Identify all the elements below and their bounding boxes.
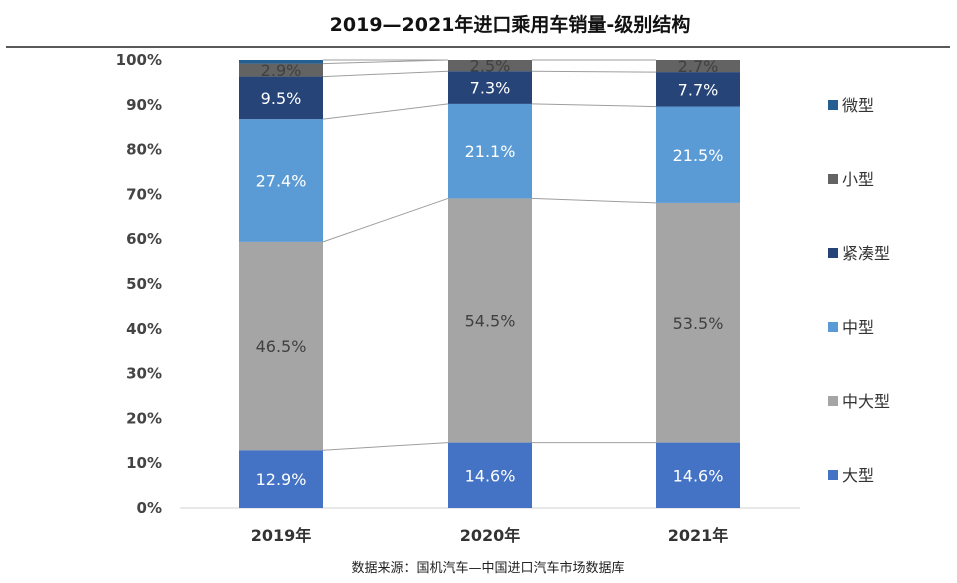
- data-label: 2.9%: [261, 61, 302, 80]
- bar-segment: [448, 103, 532, 199]
- legend-item: 小型: [828, 170, 874, 189]
- data-label: 2.7%: [678, 57, 719, 76]
- x-tick-label: 2021年: [668, 526, 729, 545]
- legend-label: 小型: [842, 170, 874, 189]
- data-label: 7.7%: [678, 80, 719, 99]
- legend-swatch: [828, 248, 838, 258]
- data-label: 21.5%: [673, 146, 724, 165]
- x-tick-label: 2020年: [460, 526, 521, 545]
- bar-segment: [448, 198, 532, 443]
- bar-segment: [239, 76, 323, 120]
- bar-segment: [239, 60, 323, 64]
- legend-label: 紧凑型: [842, 244, 890, 263]
- legend-item: 中型: [828, 318, 874, 337]
- data-label: 53.5%: [673, 314, 724, 333]
- legend-swatch: [828, 470, 838, 480]
- bar-segment: [239, 450, 323, 508]
- data-label: 14.6%: [673, 466, 724, 485]
- bar-segment: [656, 202, 740, 443]
- y-tick-label: 70%: [126, 185, 162, 203]
- data-source: 数据来源：国机汽车—中国进口汽车市场数据库: [351, 560, 624, 576]
- series-line: [531, 70, 657, 73]
- legend-label: 中大型: [842, 392, 890, 411]
- legend-swatch: [828, 322, 838, 332]
- data-label: 2.5%: [470, 57, 511, 76]
- y-tick-label: 0%: [137, 499, 162, 517]
- data-label: 46.5%: [256, 337, 307, 356]
- bar-segment: [239, 241, 323, 451]
- bar-segment: [239, 119, 323, 242]
- bar-segment: [656, 106, 740, 203]
- series-line: [322, 442, 449, 451]
- series-line: [322, 103, 449, 120]
- series-line: [531, 197, 657, 204]
- legend-item: 大型: [828, 466, 874, 485]
- legend-swatch: [828, 396, 838, 406]
- legend-item: 中大型: [828, 392, 890, 411]
- legend-item: 紧凑型: [828, 244, 890, 263]
- y-tick-label: 80%: [126, 141, 162, 159]
- legend-swatch: [828, 100, 838, 110]
- x-tick-label: 2019年: [251, 526, 312, 545]
- y-tick-label: 10%: [126, 454, 162, 472]
- bar-segment: [656, 72, 740, 107]
- bar-segment: [656, 442, 740, 508]
- legend-label: 大型: [842, 466, 874, 485]
- data-label: 27.4%: [256, 172, 307, 191]
- data-label: 9.5%: [261, 89, 302, 108]
- bar-segment: [448, 71, 532, 104]
- bar-segment: [656, 60, 740, 73]
- data-label: 7.3%: [470, 79, 511, 98]
- y-tick-label: 90%: [126, 96, 162, 114]
- y-tick-label: 30%: [126, 365, 162, 383]
- data-label: 14.6%: [465, 466, 516, 485]
- series-line: [322, 70, 449, 78]
- y-tick-label: 100%: [116, 51, 162, 69]
- y-tick-label: 20%: [126, 409, 162, 427]
- y-tick-label: 50%: [126, 275, 162, 293]
- legend-label: 微型: [842, 96, 874, 115]
- series-line: [322, 59, 449, 65]
- data-label: 54.5%: [465, 312, 516, 331]
- legend-swatch: [828, 174, 838, 184]
- data-label: 12.9%: [256, 470, 307, 489]
- y-tick-label: 40%: [126, 320, 162, 338]
- bar-segment: [448, 60, 532, 72]
- y-tick-label: 60%: [126, 230, 162, 248]
- legend-label: 中型: [842, 318, 874, 337]
- legend-item: 微型: [828, 96, 874, 115]
- bar-segment: [448, 442, 532, 508]
- chart-title: 2019—2021年进口乘用车销量-级别结构: [330, 13, 691, 36]
- series-line: [322, 197, 449, 243]
- series-line: [531, 103, 657, 108]
- bar-segment: [239, 63, 323, 77]
- data-label: 21.1%: [465, 142, 516, 161]
